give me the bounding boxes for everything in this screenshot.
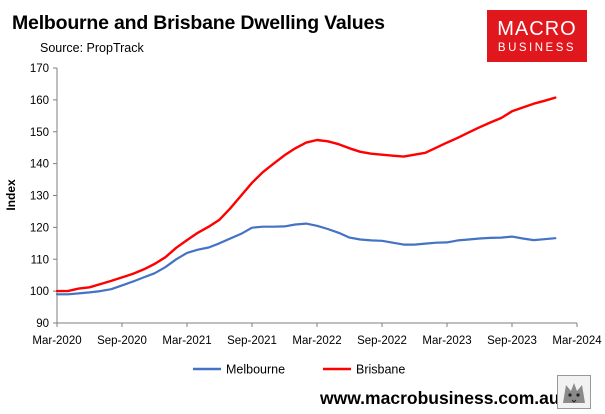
x-tick-label: Sep-2022	[357, 335, 407, 347]
series-line-brisbane	[55, 96, 557, 293]
chart-axes	[56, 68, 577, 324]
y-tick-label: 90	[36, 318, 49, 330]
y-tick-label: 150	[30, 127, 49, 139]
y-tick-label: 160	[30, 95, 49, 107]
macrobusiness-logo: MACRO BUSINESS	[487, 10, 587, 62]
wolf-mascot-icon	[557, 375, 591, 409]
x-tick-label: Sep-2021	[227, 335, 277, 347]
chart-title: Melbourne and Brisbane Dwelling Values	[12, 12, 385, 34]
y-tick-label: 140	[30, 159, 49, 171]
series-line-melbourne	[55, 222, 557, 296]
legend-label-melbourne: Melbourne	[226, 363, 285, 377]
x-tick-label: Sep-2023	[487, 335, 537, 347]
legend: Melbourne Brisbane	[193, 363, 405, 377]
x-tick-label: Mar-2024	[552, 335, 602, 347]
y-tick-label: 130	[30, 191, 49, 203]
y-axis-ticks: 90 100 110 120 130 140 150 160 170	[30, 63, 57, 330]
logo-line-2: BUSINESS	[497, 42, 577, 54]
footer-url: www.macrobusiness.com.au	[320, 388, 560, 408]
series-lines	[55, 96, 557, 296]
x-tick-label: Mar-2021	[162, 335, 211, 347]
y-axis-label: Index	[4, 179, 18, 211]
x-tick-label: Mar-2020	[32, 335, 81, 347]
legend-label-brisbane: Brisbane	[356, 363, 405, 377]
y-tick-label: 120	[30, 222, 49, 234]
x-tick-label: Mar-2023	[422, 335, 471, 347]
x-tick-label: Sep-2020	[97, 335, 147, 347]
chart-source: Source: PropTrack	[40, 41, 144, 55]
y-tick-label: 100	[30, 286, 49, 298]
x-tick-label: Mar-2022	[292, 335, 341, 347]
y-tick-label: 110	[31, 254, 49, 266]
x-axis-ticks: Mar-2020 Sep-2020 Mar-2021 Sep-2021 Mar-2022…	[32, 323, 602, 347]
y-tick-label: 170	[30, 63, 49, 75]
logo-line-1: MACRO	[497, 18, 577, 40]
